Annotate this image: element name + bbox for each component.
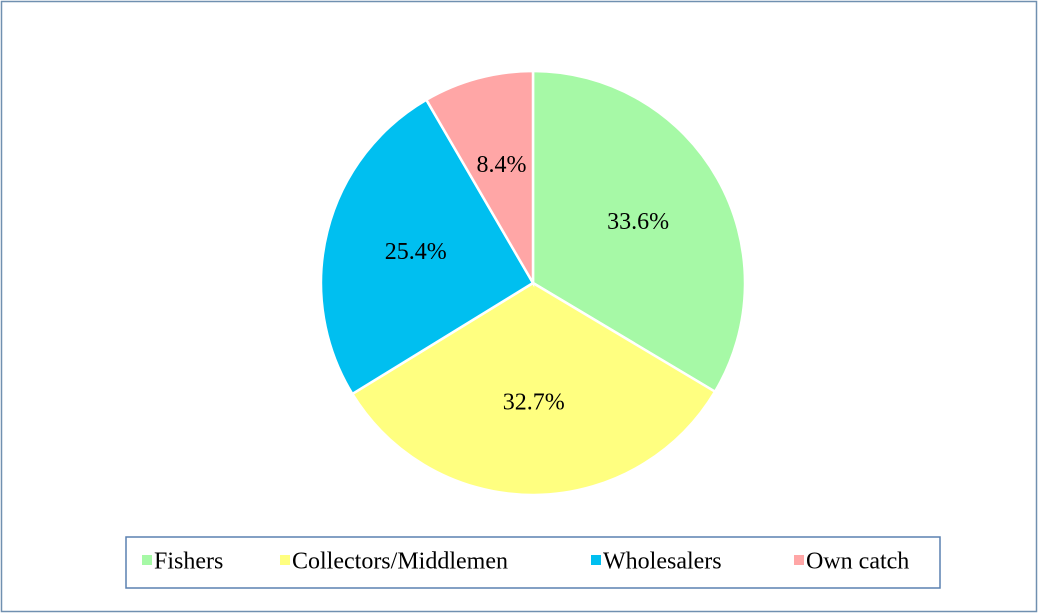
legend-marker (142, 555, 152, 565)
legend-marker (280, 555, 290, 565)
legend-marker (794, 555, 804, 565)
legend-label: Wholesalers (603, 549, 722, 575)
legend-label: Own catch (806, 549, 909, 575)
pie-slice (319, 98, 535, 396)
pie-slice (350, 281, 717, 497)
legend-box (125, 536, 941, 589)
data-label: 25.4% (385, 239, 447, 265)
legend-marker (591, 555, 601, 565)
data-label: 33.6% (607, 209, 669, 235)
pie-slice (424, 69, 535, 288)
pie-slice (531, 69, 747, 394)
legend-label: Fishers (154, 549, 223, 575)
legend-label: Collectors/Middlemen (292, 549, 508, 575)
data-label: 32.7% (503, 389, 565, 415)
data-label: 8.4% (477, 152, 527, 178)
